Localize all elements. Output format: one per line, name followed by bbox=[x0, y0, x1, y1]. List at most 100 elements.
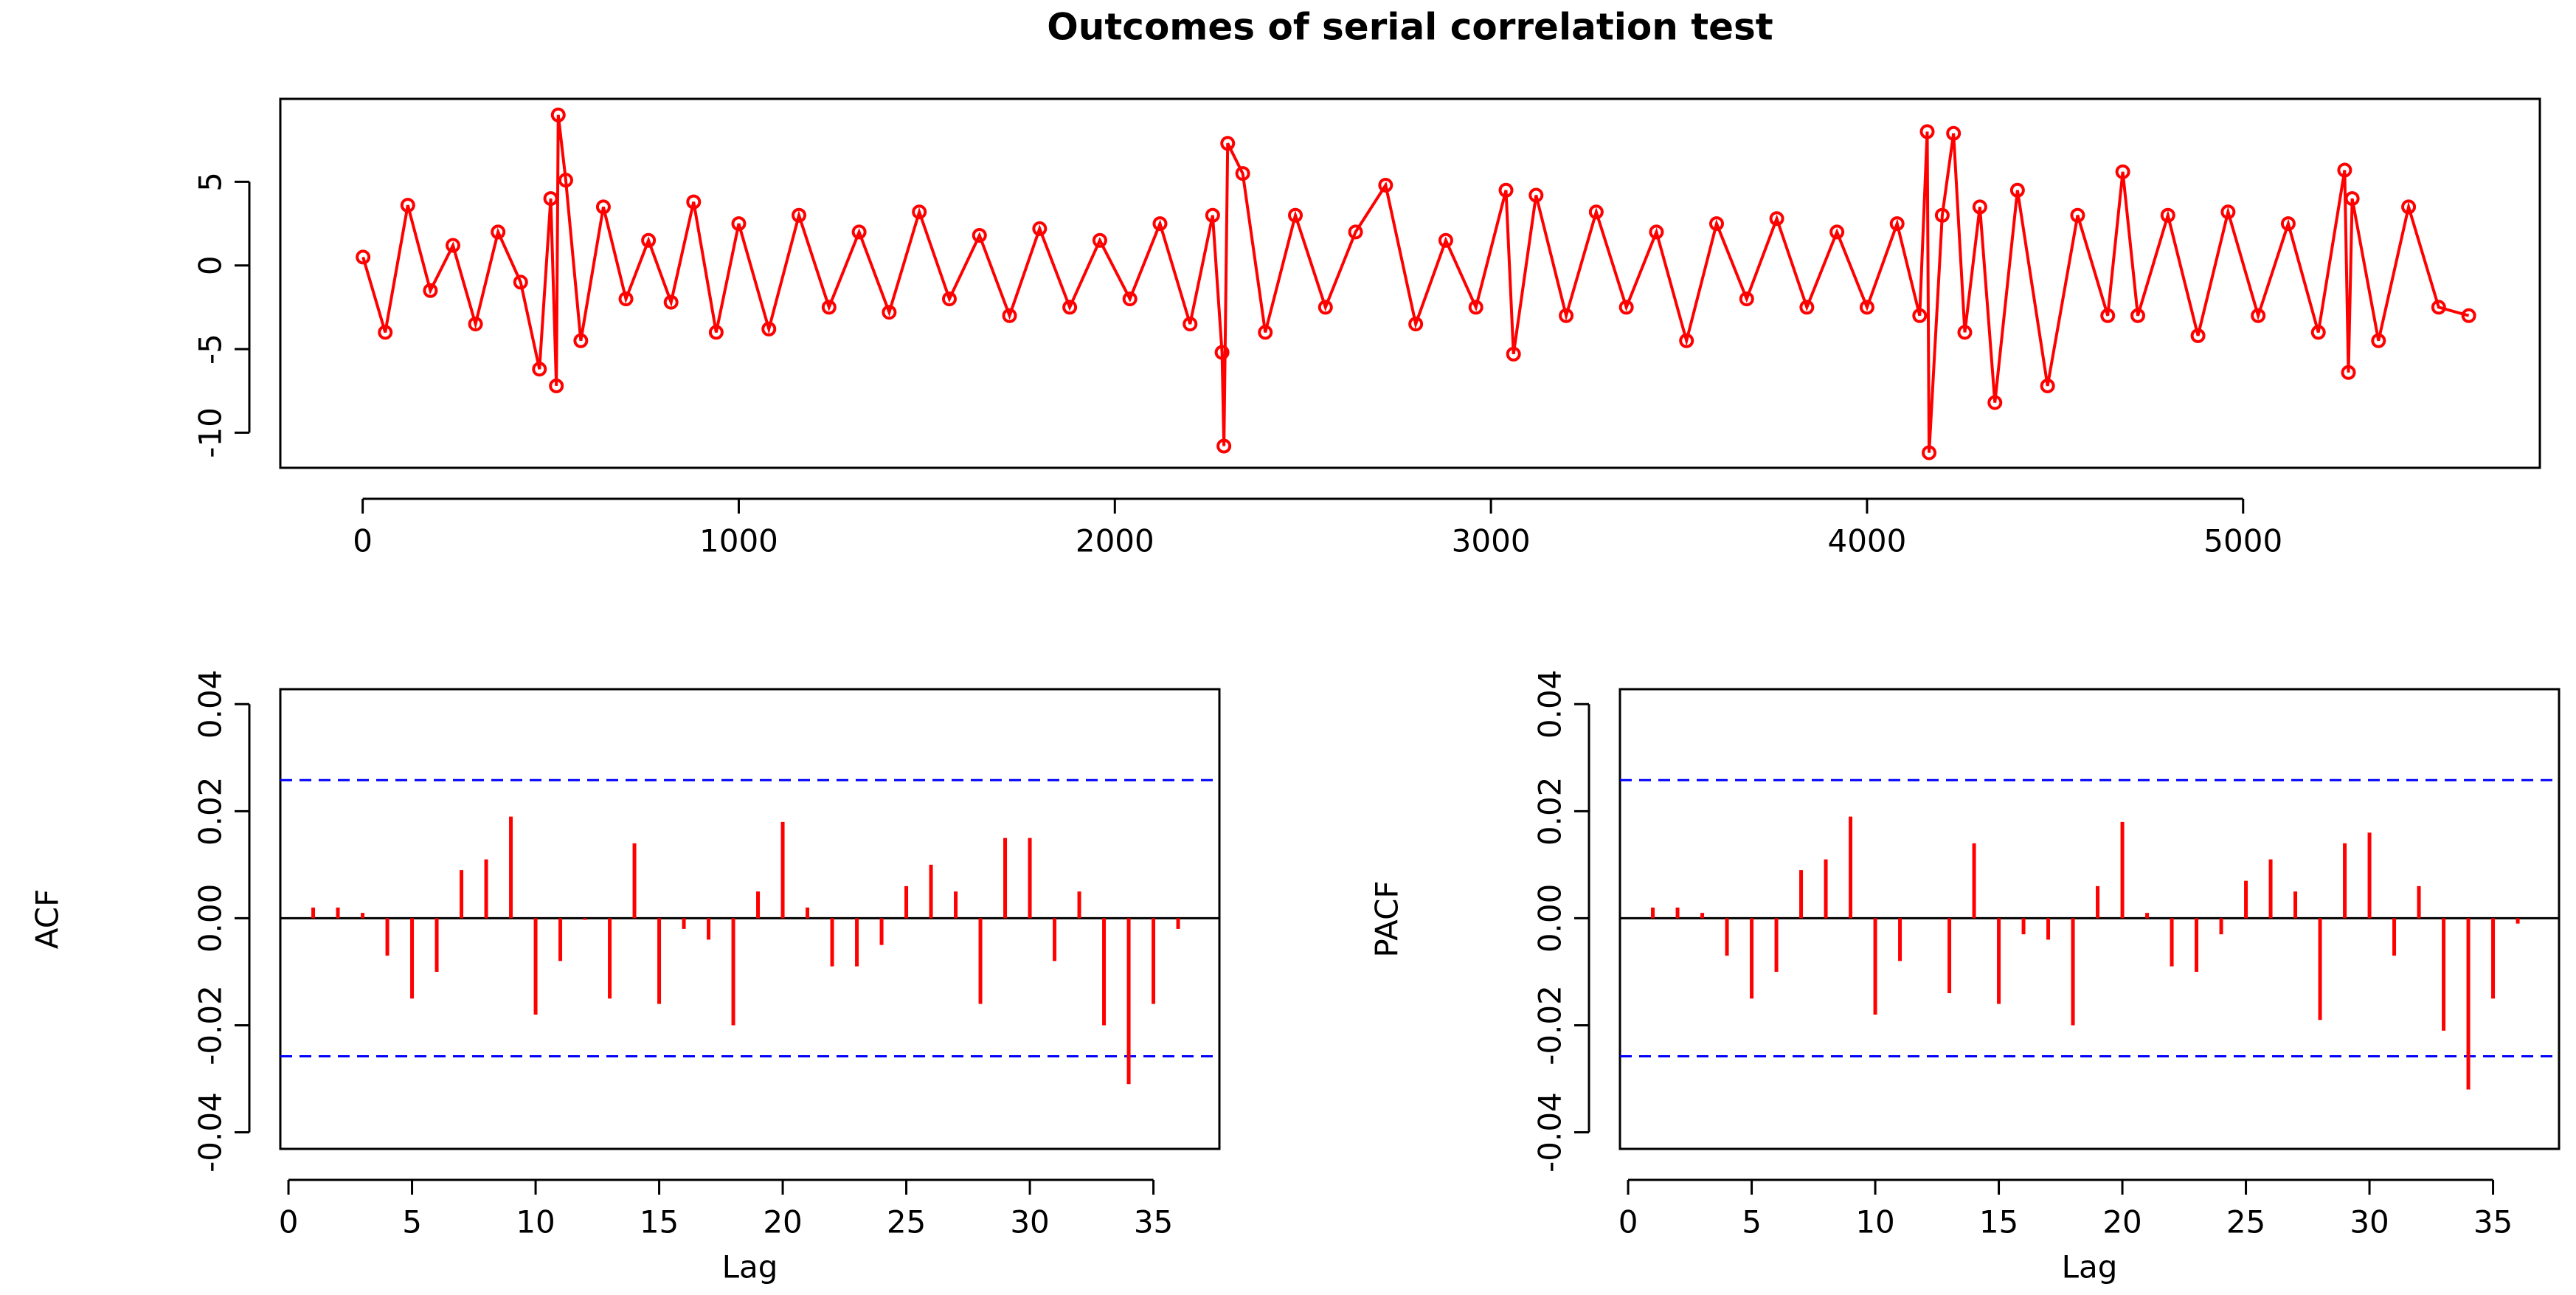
point bbox=[1679, 333, 1694, 348]
point bbox=[1559, 308, 1574, 323]
point bbox=[2344, 191, 2360, 207]
point bbox=[1062, 300, 1078, 315]
point bbox=[2220, 204, 2236, 220]
series-line bbox=[361, 114, 2470, 453]
point bbox=[2100, 308, 2116, 323]
point bbox=[1214, 345, 1230, 360]
point bbox=[851, 224, 867, 240]
y-axis-label: ACF bbox=[30, 889, 66, 949]
x-tick-label: 15 bbox=[640, 1204, 679, 1240]
point bbox=[912, 204, 927, 220]
y-tick-label: -5 bbox=[193, 334, 229, 365]
point bbox=[532, 362, 547, 377]
x-tick-label: 5 bbox=[402, 1204, 422, 1240]
point bbox=[550, 107, 566, 122]
point bbox=[2461, 308, 2476, 323]
point bbox=[1438, 232, 1453, 248]
point bbox=[1859, 300, 1874, 315]
x-tick-label: 20 bbox=[763, 1204, 802, 1240]
x-tick-label: 0 bbox=[279, 1204, 299, 1240]
point bbox=[708, 325, 724, 340]
point bbox=[1002, 308, 1017, 323]
point bbox=[618, 291, 634, 307]
x-tick-label: 30 bbox=[1010, 1204, 1049, 1240]
point bbox=[2040, 378, 2055, 393]
point bbox=[1946, 125, 1962, 141]
x-axis-label: Lag bbox=[2062, 1249, 2118, 1285]
x-tick-label: 25 bbox=[2226, 1204, 2265, 1240]
plot-frame bbox=[279, 97, 2541, 469]
point bbox=[2009, 182, 2025, 198]
point bbox=[2130, 308, 2146, 323]
point bbox=[2160, 207, 2175, 223]
point bbox=[1528, 187, 1544, 203]
y-tick-label: 0.02 bbox=[193, 777, 229, 846]
x-tick-label: 35 bbox=[2473, 1204, 2513, 1240]
point bbox=[1378, 177, 1393, 193]
x-tick-label: 1000 bbox=[699, 523, 778, 559]
point bbox=[2190, 328, 2206, 343]
x-tick-label: 30 bbox=[2350, 1204, 2389, 1240]
y-tick-label: -10 bbox=[193, 407, 229, 458]
point bbox=[558, 173, 573, 188]
point bbox=[663, 294, 679, 310]
point bbox=[1288, 207, 1303, 223]
point bbox=[1618, 300, 1634, 315]
x-tick-label: 25 bbox=[887, 1204, 926, 1240]
point bbox=[731, 216, 747, 232]
y-tick-label: 0.00 bbox=[193, 884, 229, 953]
point bbox=[595, 199, 611, 215]
point bbox=[1092, 232, 1107, 248]
point bbox=[1152, 216, 1168, 232]
point bbox=[446, 238, 461, 253]
point bbox=[573, 333, 589, 348]
point bbox=[400, 198, 415, 213]
point bbox=[1799, 300, 1815, 315]
point bbox=[1506, 346, 1521, 362]
point bbox=[423, 283, 438, 298]
point bbox=[1588, 204, 1604, 220]
point bbox=[549, 378, 564, 393]
point bbox=[378, 325, 393, 340]
point bbox=[2115, 164, 2130, 179]
point bbox=[2310, 325, 2326, 340]
point bbox=[972, 227, 987, 243]
x-tick-label: 20 bbox=[2102, 1204, 2142, 1240]
point bbox=[761, 321, 777, 336]
point bbox=[1972, 199, 1987, 215]
point bbox=[821, 300, 837, 315]
y-tick-label: -0.02 bbox=[1532, 985, 1568, 1066]
x-axis-label: Lag bbox=[722, 1249, 778, 1285]
point bbox=[513, 274, 528, 290]
point bbox=[2070, 207, 2085, 223]
x-tick-label: 0 bbox=[1618, 1204, 1638, 1240]
y-tick-label: -0.04 bbox=[193, 1092, 229, 1173]
x-tick-label: 3000 bbox=[1452, 523, 1531, 559]
x-tick-label: 10 bbox=[516, 1204, 555, 1240]
point bbox=[1739, 291, 1754, 307]
point bbox=[641, 232, 657, 248]
x-tick-label: 15 bbox=[1979, 1204, 2018, 1240]
point bbox=[1957, 325, 1973, 340]
point bbox=[2341, 365, 2356, 380]
x-tick-label: 2000 bbox=[1076, 523, 1154, 559]
y-tick-label: 0.00 bbox=[1532, 884, 1568, 953]
y-axis-label: PACF bbox=[1369, 880, 1405, 957]
point bbox=[1649, 224, 1664, 240]
point bbox=[1235, 166, 1250, 182]
x-tick-label: 5000 bbox=[2203, 523, 2282, 559]
point bbox=[1889, 216, 1905, 232]
point bbox=[1216, 438, 1232, 454]
point bbox=[543, 191, 558, 207]
point bbox=[1183, 317, 1198, 332]
point bbox=[1769, 211, 1784, 227]
point bbox=[1829, 224, 1845, 240]
x-tick-label: 4000 bbox=[1827, 523, 1906, 559]
point bbox=[356, 249, 371, 265]
point bbox=[1934, 207, 1950, 223]
point bbox=[2337, 162, 2352, 178]
y-tick-label: -0.04 bbox=[1532, 1092, 1568, 1173]
point bbox=[882, 305, 897, 320]
point bbox=[1987, 395, 2003, 410]
point bbox=[2280, 216, 2296, 232]
